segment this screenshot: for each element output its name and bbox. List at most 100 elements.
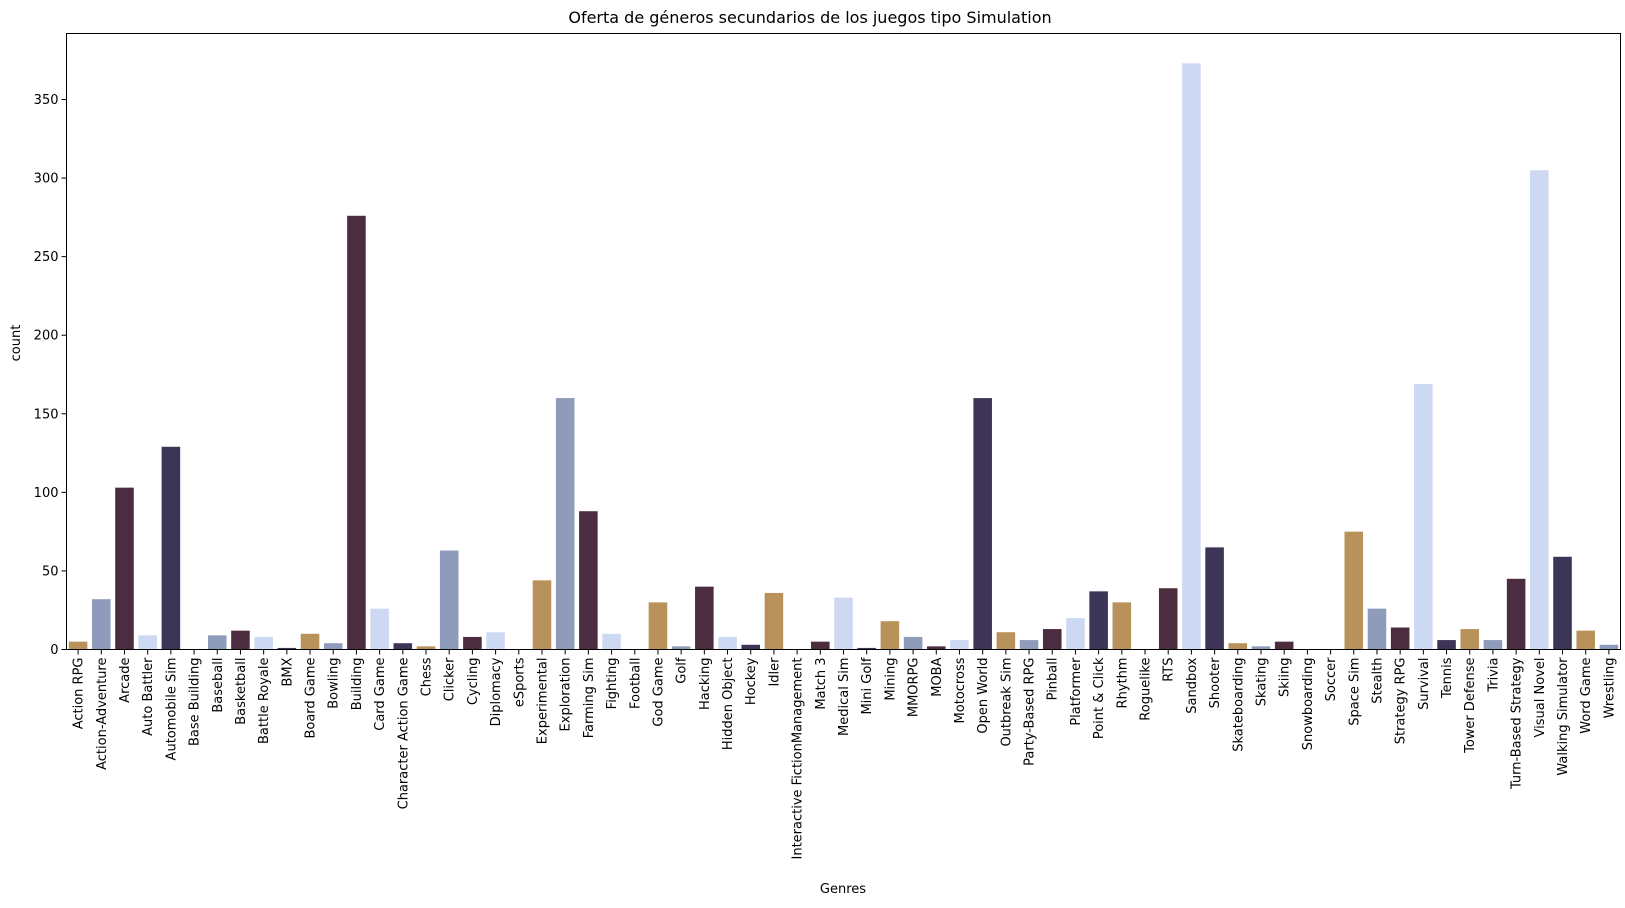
- x-tick-label: Visual Novel: [1533, 658, 1548, 738]
- x-tick-label: Trivia: [1486, 658, 1501, 693]
- x-ticks-group: Action RPG Action-Adventure Arcade Auto Bat…: [72, 649, 1617, 860]
- x-tick-label: Building: [350, 658, 365, 711]
- bar-action-rpg: [68, 641, 88, 650]
- bar-board-game: [300, 633, 320, 650]
- x-tick-label: Mini Golf: [860, 657, 875, 714]
- x-tick-label: Rhythm: [1115, 658, 1130, 709]
- bar-point-click: [1089, 591, 1108, 650]
- chart-title: Oferta de géneros secundarios de los jue…: [568, 8, 1051, 27]
- x-tick-label: Hacking: [698, 658, 713, 711]
- x-tick-label: Diplomacy: [489, 657, 504, 726]
- y-tick-label: 300: [34, 172, 59, 187]
- y-tick-label: 200: [34, 329, 59, 344]
- x-tick-label: Mining: [883, 658, 898, 701]
- bar-building: [347, 215, 366, 650]
- bar-medical-sim: [834, 597, 853, 650]
- x-tick-label: RTS: [1162, 658, 1177, 682]
- y-tick-label: 100: [34, 486, 59, 501]
- y-tick-label: 250: [34, 250, 59, 265]
- x-tick-label: Action RPG: [72, 658, 87, 730]
- x-tick-label: Outbreak Sim: [999, 658, 1014, 747]
- x-tick-label: Exploration: [559, 658, 574, 732]
- x-tick-label: Experimental: [535, 658, 550, 745]
- x-tick-label: Party-Based RPG: [1023, 658, 1038, 766]
- bar-skiing: [1274, 641, 1294, 650]
- x-tick-label: God Game: [651, 658, 666, 727]
- x-axis-label: Genres: [820, 882, 866, 897]
- x-tick-label: Clicker: [443, 657, 458, 702]
- bar-party-based-rpg: [1019, 640, 1039, 650]
- plot-frame: [66, 33, 1621, 650]
- bar-space-sim: [1344, 531, 1364, 650]
- bar-strategy-rpg: [1390, 627, 1410, 650]
- x-tick-label: Survival: [1417, 658, 1432, 710]
- bar-clicker: [439, 550, 459, 650]
- bar-word-game: [1576, 630, 1595, 650]
- bar-rts: [1158, 588, 1178, 650]
- x-tick-label: Idler: [767, 657, 782, 687]
- bar-fighting: [602, 633, 621, 650]
- bar-visual-novel: [1530, 170, 1549, 650]
- bar-skateboarding: [1228, 643, 1248, 650]
- bar-exploration: [555, 398, 575, 650]
- bar-experimental: [532, 580, 552, 650]
- x-tick-label: Hockey: [744, 657, 759, 705]
- x-tick-label: Board Game: [304, 658, 319, 739]
- bar-mining: [880, 621, 900, 650]
- bar-turn-based-strategy: [1506, 578, 1526, 650]
- bar-bowling: [323, 643, 343, 650]
- y-ticks-group: 0 50 100 150 200 250 300 350: [34, 93, 67, 658]
- bar-motocross: [950, 640, 969, 650]
- x-tick-label: Football: [628, 658, 643, 709]
- bar-walking-simulator: [1553, 556, 1572, 650]
- bar-hockey: [741, 644, 761, 650]
- x-tick-label: Wrestling: [1602, 658, 1617, 719]
- bars-group: [68, 63, 1619, 650]
- bar-pinball: [1042, 629, 1062, 650]
- bar-outbreak-sim: [996, 632, 1016, 650]
- bar-baseball: [207, 635, 227, 650]
- x-tick-label: Card Game: [373, 658, 388, 731]
- bar-arcade: [115, 487, 134, 650]
- bar-moba: [926, 646, 946, 650]
- x-tick-label: Action-Adventure: [95, 658, 110, 770]
- bar-basketball: [231, 630, 250, 650]
- bar-hacking: [695, 586, 714, 650]
- x-tick-label: Arcade: [118, 658, 133, 703]
- x-tick-label: Roguelike: [1139, 658, 1154, 721]
- x-tick-label: Fighting: [605, 658, 620, 710]
- bar-automobile-sim: [161, 446, 181, 650]
- x-tick-label: Baseball: [211, 658, 226, 713]
- x-tick-label: Bowling: [327, 658, 342, 709]
- x-tick-label: Turn-Based Strategy: [1510, 657, 1525, 790]
- x-tick-label: Space Sim: [1347, 658, 1362, 726]
- bar-farming-sim: [579, 511, 598, 650]
- bar-mmorpg: [903, 636, 923, 650]
- bar-god-game: [648, 602, 668, 650]
- y-tick-label: 0: [50, 643, 58, 658]
- bar-tower-defense: [1460, 629, 1480, 650]
- bar-diplomacy: [486, 632, 505, 650]
- x-tick-label: Skiing: [1278, 658, 1293, 698]
- bar-sandbox: [1182, 63, 1201, 650]
- bar-action-adventure: [92, 599, 111, 650]
- bar-idler: [764, 592, 784, 650]
- bar-platformer: [1066, 618, 1085, 650]
- x-tick-label: Match 3: [814, 658, 829, 710]
- bar-shooter: [1205, 547, 1224, 650]
- bar-skating: [1251, 646, 1271, 650]
- x-tick-label: Hidden Object: [721, 658, 736, 751]
- x-tick-label: Tennis: [1440, 657, 1455, 699]
- y-tick-label: 50: [42, 564, 59, 579]
- x-tick-label: Motocross: [953, 657, 968, 723]
- x-tick-label: Skating: [1254, 658, 1269, 707]
- x-tick-label: Auto Battler: [141, 657, 156, 736]
- y-axis-label: count: [9, 325, 24, 362]
- bar-rhythm: [1112, 602, 1132, 650]
- x-tick-label: Medical Sim: [837, 658, 852, 736]
- bar-card-game: [370, 608, 389, 650]
- x-tick-label: Sandbox: [1185, 657, 1200, 714]
- bar-chess: [416, 646, 436, 650]
